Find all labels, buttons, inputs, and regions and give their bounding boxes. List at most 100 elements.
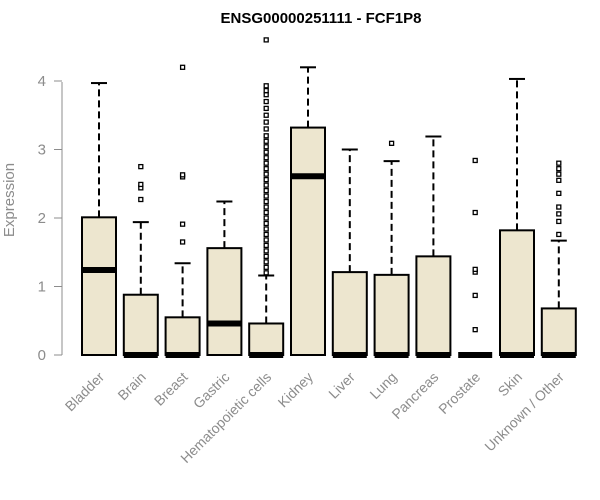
- x-category-label: Kidney: [275, 369, 317, 411]
- outlier-point: [263, 193, 269, 199]
- outlier-point: [556, 160, 562, 166]
- box-body: [331, 271, 368, 356]
- outlier-point: [179, 239, 186, 245]
- box-body: [248, 322, 285, 356]
- box-group: [290, 66, 326, 356]
- outlier-point: [556, 204, 562, 210]
- x-category-label: Breast: [151, 369, 191, 409]
- outlier-point: [263, 226, 269, 232]
- y-tick-label: 1: [38, 279, 46, 296]
- y-axis-label: Expression: [1, 163, 18, 237]
- outlier-point: [263, 92, 269, 98]
- box-body: [206, 247, 243, 356]
- outlier-point: [263, 155, 269, 161]
- outlier-point: [472, 292, 478, 299]
- outlier-point: [263, 253, 269, 260]
- outlier-point: [556, 231, 562, 238]
- box-group: [206, 200, 243, 356]
- box-body: [415, 255, 452, 356]
- outlier-point: [263, 133, 269, 139]
- outlier-point: [263, 270, 269, 276]
- outlier-point: [263, 237, 269, 243]
- outlier-point: [263, 198, 269, 205]
- box-body: [164, 316, 201, 357]
- outlier-point: [138, 181, 144, 188]
- outlier-point: [179, 64, 186, 70]
- box-group: [331, 148, 368, 358]
- outlier-point: [263, 119, 269, 125]
- box-body: [122, 293, 159, 356]
- outlier-point: [263, 187, 269, 194]
- outlier-point: [388, 140, 395, 146]
- outlier-point: [556, 211, 562, 217]
- outlier-point: [556, 177, 562, 183]
- outlier-point: [263, 264, 269, 270]
- x-category-label: Unknown / Other: [481, 369, 567, 455]
- outlier-point: [263, 138, 269, 144]
- box-group: [373, 140, 410, 358]
- box-group: [415, 135, 452, 358]
- chart-title: ENSG00000251111 - FCF1P8: [221, 10, 422, 27]
- outlier-point: [556, 190, 562, 196]
- box-body: [290, 126, 326, 356]
- box-group: [248, 37, 285, 358]
- outlier-point: [263, 220, 269, 227]
- y-tick-label: 4: [38, 73, 46, 90]
- box-group: [122, 163, 159, 358]
- outlier-point: [138, 196, 144, 203]
- box-body: [373, 273, 410, 357]
- outlier-point: [263, 166, 269, 172]
- outlier-point: [263, 231, 269, 238]
- outlier-point: [556, 166, 562, 172]
- y-tick-label: 0: [38, 347, 46, 364]
- outlier-point: [179, 172, 186, 178]
- box-group: [540, 160, 577, 358]
- box-body: [499, 229, 535, 356]
- box-body: [540, 307, 577, 357]
- outlier-point: [263, 176, 269, 183]
- x-category-label: Skin: [495, 369, 526, 400]
- y-tick-label: 2: [38, 210, 46, 227]
- outlier-point: [556, 218, 562, 225]
- outlier-point: [263, 182, 269, 188]
- y-axis-ticks: 0 1 2 3 4: [38, 73, 62, 364]
- outlier-point: [263, 83, 269, 89]
- y-tick-label: 3: [38, 142, 46, 159]
- outlier-point: [556, 171, 562, 177]
- outlier-point: [138, 163, 144, 170]
- x-category-label: Bladder: [62, 369, 108, 415]
- boxes-layer: [81, 37, 577, 358]
- x-category-label: Liver: [325, 369, 358, 402]
- box-group: [458, 157, 493, 358]
- box-group: [81, 82, 117, 356]
- outlier-point: [472, 327, 478, 333]
- outlier-point: [263, 98, 269, 105]
- box-group: [164, 64, 201, 358]
- outlier-point: [263, 149, 269, 155]
- outlier-point: [263, 204, 269, 210]
- outlier-point: [263, 144, 269, 150]
- outlier-point: [263, 37, 269, 43]
- outlier-point: [263, 105, 269, 112]
- outlier-point: [472, 209, 478, 216]
- outlier-point: [263, 242, 269, 249]
- outlier-point: [263, 87, 269, 94]
- outlier-point: [263, 171, 269, 177]
- x-category-label: Prostate: [435, 369, 483, 417]
- outlier-point: [263, 209, 269, 216]
- outlier-point: [472, 266, 478, 273]
- outlier-point: [472, 157, 478, 164]
- box-body: [81, 216, 117, 356]
- outlier-point: [179, 221, 186, 227]
- outlier-point: [263, 112, 269, 118]
- x-category-label: Brain: [114, 369, 148, 403]
- outlier-point: [263, 160, 269, 166]
- x-category-label: Lung: [366, 369, 399, 402]
- outlier-point: [263, 248, 269, 254]
- box-group: [499, 77, 535, 358]
- outlier-point: [263, 126, 269, 132]
- outlier-point: [263, 215, 269, 221]
- outlier-point: [263, 259, 269, 265]
